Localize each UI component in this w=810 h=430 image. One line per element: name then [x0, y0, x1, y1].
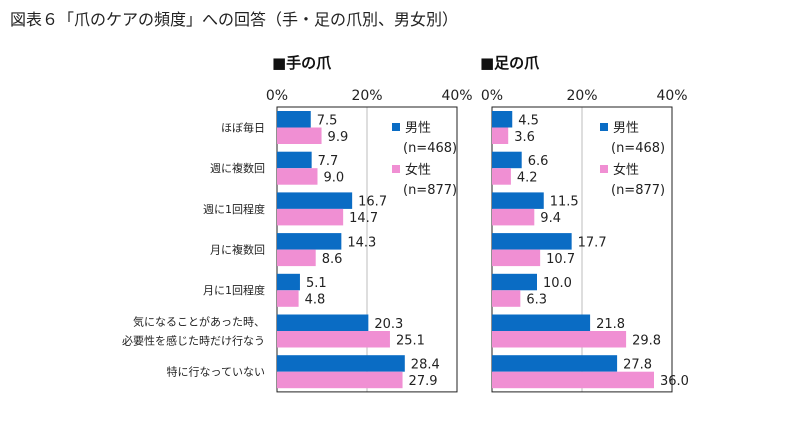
category-label: 週に1回程度	[203, 202, 265, 216]
data-label-male-hand: 16.7	[358, 195, 387, 210]
data-label-female-hand: 9.9	[328, 130, 349, 145]
panel-title-hand: ■手の爪	[272, 54, 332, 72]
data-label-female-foot: 6.3	[526, 293, 547, 308]
data-label-male-hand: 7.7	[318, 154, 339, 169]
x-tick-label-hand: 0%	[266, 88, 288, 104]
category-label: 月に1回程度	[203, 283, 265, 297]
bar-male-foot	[492, 192, 544, 209]
data-label-male-foot: 6.6	[528, 154, 549, 169]
x-tick-label-hand: 40%	[441, 88, 472, 104]
data-label-male-hand: 14.3	[347, 235, 376, 250]
bar-female-foot	[492, 290, 521, 307]
legend-female-foot: 女性	[600, 164, 639, 177]
data-label-female-foot: 9.4	[540, 211, 561, 226]
data-label-male-foot: 21.8	[596, 317, 625, 332]
bar-female-foot	[492, 249, 541, 267]
bar-female-hand	[277, 208, 344, 226]
x-tick-label-foot: 20%	[566, 88, 597, 104]
data-label-male-hand: 7.5	[317, 113, 338, 128]
bar-male-hand	[277, 111, 311, 128]
category-label: 必要性を感じた時だけ行なう	[122, 333, 265, 347]
bar-female-hand	[277, 249, 316, 267]
bar-male-hand	[277, 192, 353, 209]
bar-male-hand	[277, 151, 312, 169]
bar-male-hand	[277, 314, 369, 331]
bar-male-foot	[492, 233, 572, 250]
legend-male-foot: 男性	[600, 122, 639, 135]
bar-female-hand	[277, 168, 318, 185]
bar-male-hand	[277, 273, 300, 291]
data-label-male-hand: 5.1	[306, 276, 327, 291]
bar-male-hand	[277, 355, 405, 372]
legend-swatch-female	[600, 165, 608, 173]
bar-male-foot	[492, 151, 522, 169]
data-label-female-hand: 25.1	[396, 333, 425, 348]
bar-female-foot	[492, 371, 654, 389]
data-label-male-foot: 10.0	[543, 276, 572, 291]
category-label: 特に行なっていない	[167, 365, 265, 379]
data-label-male-hand: 20.3	[374, 317, 403, 332]
bar-female-hand	[277, 331, 390, 348]
bar-female-foot	[492, 168, 511, 185]
data-label-male-hand: 28.4	[411, 357, 440, 372]
data-label-female-hand: 27.9	[409, 374, 438, 389]
data-label-male-foot: 17.7	[578, 235, 607, 250]
category-label: 月に複数回	[210, 242, 265, 256]
data-label-female-foot: 10.7	[546, 252, 575, 267]
legend-female-label: 女性	[405, 163, 432, 178]
figure-title: 図表６「爪のケアの頻度」への回答（手・足の爪別、男女別）	[10, 10, 459, 29]
legend-swatch-female	[392, 165, 400, 173]
legend-female-n-hand: (n=877)	[403, 183, 458, 198]
x-tick-label-hand: 20%	[351, 88, 382, 104]
bar-male-hand	[277, 233, 342, 250]
bar-female-foot	[492, 208, 535, 226]
legend-male-n-hand: (n=468)	[403, 141, 458, 156]
data-label-male-foot: 4.5	[518, 113, 539, 128]
bar-male-foot	[492, 273, 537, 291]
legend-female-n-foot: (n=877)	[611, 183, 666, 198]
bar-male-foot	[492, 314, 591, 331]
data-label-female-foot: 4.2	[517, 170, 538, 185]
x-tick-label-foot: 0%	[481, 88, 503, 104]
legend-swatch-male	[600, 123, 608, 131]
bar-female-foot	[492, 331, 627, 348]
legend-swatch-male	[392, 123, 400, 131]
legend-female-label: 女性	[613, 163, 640, 178]
category-label: ほぼ毎日	[221, 121, 265, 134]
data-label-female-foot: 36.0	[660, 374, 689, 389]
bar-female-foot	[492, 127, 509, 144]
data-label-female-hand: 8.6	[322, 252, 343, 267]
category-label: 週に複数回	[210, 161, 265, 175]
x-tick-label-foot: 40%	[656, 88, 687, 104]
panel-title-foot: ■足の爪	[480, 54, 540, 72]
data-label-female-hand: 14.7	[349, 211, 378, 226]
bar-male-foot	[492, 111, 513, 128]
legend-male-label: 男性	[613, 121, 640, 136]
bar-male-foot	[492, 355, 618, 372]
bar-female-hand	[277, 371, 403, 389]
category-label: 気になることがあった時、	[133, 314, 265, 328]
data-label-male-foot: 11.5	[550, 195, 579, 210]
legend-male-hand: 男性	[392, 122, 431, 135]
bar-female-hand	[277, 127, 322, 144]
data-label-male-foot: 27.8	[623, 357, 652, 372]
data-label-female-hand: 4.8	[305, 293, 326, 308]
data-label-female-foot: 29.8	[632, 333, 661, 348]
legend-male-label: 男性	[405, 121, 432, 136]
legend-male-n-foot: (n=468)	[611, 141, 666, 156]
data-label-female-foot: 3.6	[514, 130, 535, 145]
data-label-female-hand: 9.0	[324, 170, 345, 185]
bar-female-hand	[277, 290, 299, 307]
legend-female-hand: 女性	[392, 164, 431, 177]
